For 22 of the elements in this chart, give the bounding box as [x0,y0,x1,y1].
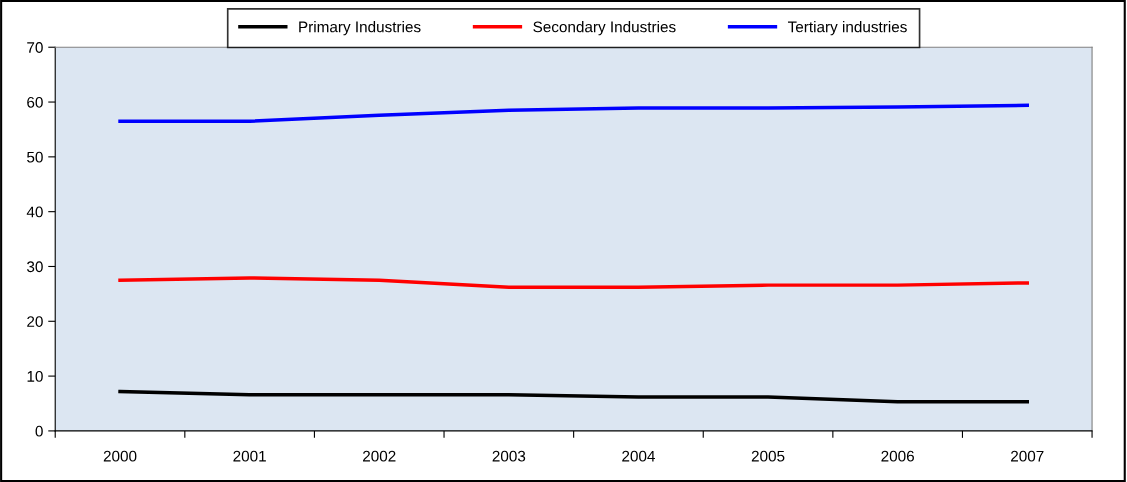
y-tick-label: 10 [27,370,43,382]
y-tick-label: 30 [27,261,43,273]
x-tick-label: 2007 [1011,450,1044,462]
x-tick-label: 2003 [492,450,526,462]
legend-label: Primary Industries [299,21,421,36]
y-tick-label: 70 [27,42,43,53]
x-tick-label: 2002 [363,450,396,462]
line-series [118,103,1029,123]
y-tick-label: 50 [27,151,43,163]
line-series [118,389,1029,404]
legend-label: Secondary Industries [533,21,676,36]
y-tick-label: 40 [26,206,43,218]
legend-label: Tertiary industries [787,21,907,36]
line-series [118,276,1029,290]
x-tick-label: 2005 [751,450,785,462]
x-tick-label: 2006 [881,450,914,462]
x-tick-label: 2000 [103,450,137,462]
y-tick-label: 60 [27,96,43,108]
x-tick-label: 2001 [233,450,266,462]
x-tick-label: 2004 [622,450,655,462]
y-tick-label: 20 [27,316,43,327]
y-tick-label: 0 [35,425,43,437]
